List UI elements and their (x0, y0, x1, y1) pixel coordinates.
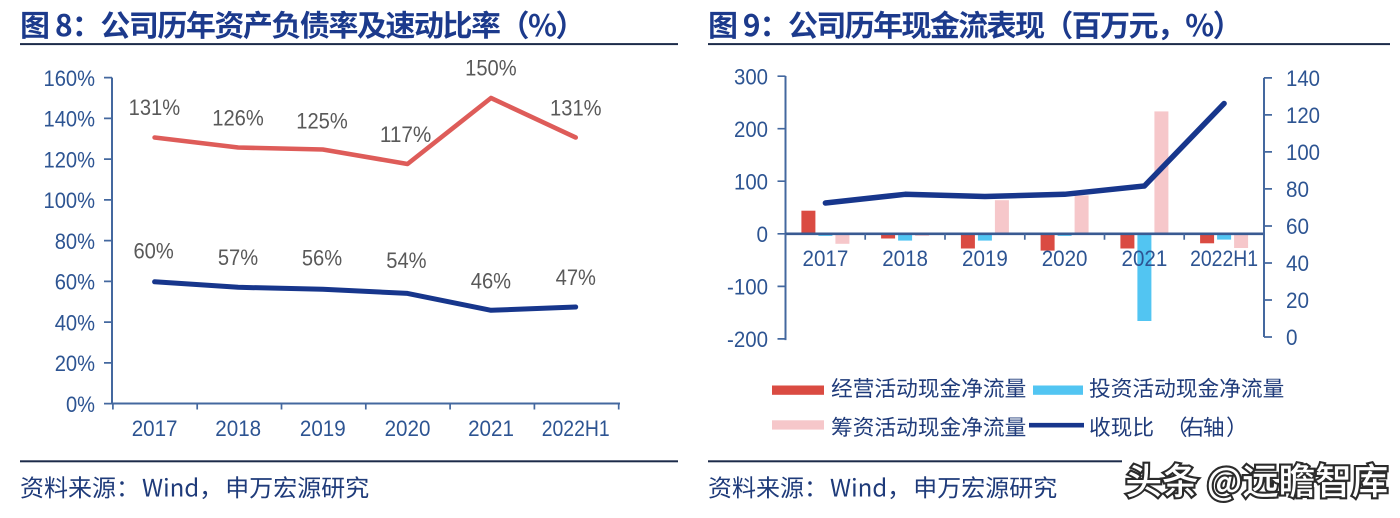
svg-text:100%: 100% (44, 188, 96, 213)
svg-text:300: 300 (734, 64, 768, 89)
svg-text:2017: 2017 (132, 416, 178, 441)
svg-text:131%: 131% (550, 95, 602, 120)
svg-text:2019: 2019 (300, 416, 346, 441)
svg-text:80: 80 (1286, 177, 1309, 202)
svg-text:0: 0 (1286, 325, 1298, 350)
svg-text:140%: 140% (44, 107, 96, 132)
svg-text:47%: 47% (556, 265, 596, 290)
svg-text:60%: 60% (55, 270, 95, 295)
svg-text:131%: 131% (129, 95, 181, 120)
svg-text:40%: 40% (55, 310, 95, 335)
svg-text:2022H1: 2022H1 (542, 416, 610, 441)
svg-text:20%: 20% (55, 351, 95, 376)
svg-text:60: 60 (1286, 214, 1309, 239)
svg-text:2022H1: 2022H1 (1190, 246, 1258, 271)
svg-text:2018: 2018 (882, 246, 928, 271)
svg-text:126%: 126% (212, 105, 264, 130)
svg-text:2017: 2017 (803, 246, 849, 271)
svg-text:2019: 2019 (962, 246, 1008, 271)
svg-text:57%: 57% (218, 245, 258, 270)
svg-text:125%: 125% (296, 108, 348, 133)
svg-text:-200: -200 (727, 327, 768, 352)
svg-text:-100: -100 (727, 275, 768, 300)
svg-text:2021: 2021 (468, 416, 514, 441)
svg-text:20: 20 (1286, 288, 1309, 313)
svg-text:150%: 150% (465, 56, 517, 81)
svg-text:117%: 117% (380, 122, 432, 147)
svg-text:140: 140 (1286, 66, 1320, 91)
svg-text:2021: 2021 (1122, 246, 1168, 271)
svg-text:2020: 2020 (385, 416, 431, 441)
svg-text:120: 120 (1286, 103, 1320, 128)
svg-text:100: 100 (734, 169, 768, 194)
svg-text:80%: 80% (55, 229, 95, 254)
svg-text:160%: 160% (44, 66, 96, 91)
svg-text:56%: 56% (302, 246, 342, 271)
svg-text:54%: 54% (386, 248, 426, 273)
svg-text:100: 100 (1286, 140, 1320, 165)
svg-text:200: 200 (734, 117, 768, 142)
svg-text:0: 0 (757, 222, 769, 247)
svg-text:0%: 0% (66, 392, 95, 417)
svg-text:46%: 46% (471, 269, 511, 294)
svg-text:120%: 120% (44, 147, 96, 172)
svg-text:60%: 60% (133, 239, 173, 264)
svg-text:2020: 2020 (1042, 246, 1088, 271)
svg-text:2018: 2018 (215, 416, 261, 441)
svg-text:40: 40 (1286, 251, 1309, 276)
